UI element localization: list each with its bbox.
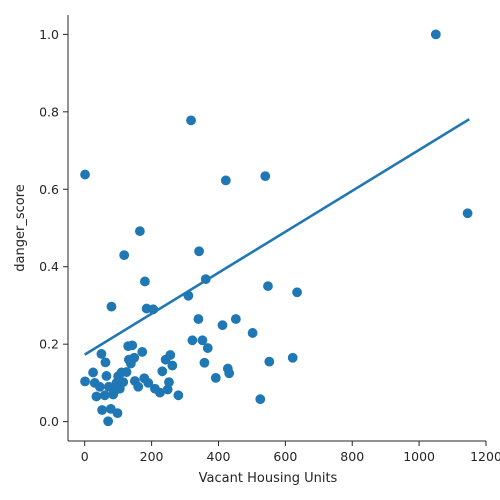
- data-points: [80, 29, 473, 427]
- regression-line-group: [84, 118, 470, 356]
- data-point: [186, 115, 196, 126]
- data-point: [173, 390, 184, 401]
- x-tick-label: 200: [140, 449, 164, 464]
- data-point: [264, 356, 275, 367]
- data-point: [96, 348, 107, 359]
- x-tick-label: 1000: [403, 449, 435, 464]
- x-tick-label: 800: [340, 449, 364, 464]
- data-point: [197, 335, 208, 346]
- data-point: [255, 394, 266, 405]
- x-axis-title: Vacant Housing Units: [199, 471, 338, 486]
- x-tick-label: 0: [81, 449, 89, 464]
- data-point: [134, 226, 145, 236]
- ticks: 0 200 400 600 800 1000 1200 0.0 0.2 0.4 0.6 0.8 1.0: [39, 27, 500, 464]
- y-tick-label: 1.0: [39, 27, 59, 42]
- y-tick-label: 0.2: [39, 337, 59, 352]
- data-point: [263, 281, 273, 291]
- data-point: [202, 343, 213, 353]
- data-point: [287, 352, 298, 363]
- data-point: [164, 377, 174, 388]
- data-point: [127, 340, 138, 351]
- axes: [67, 15, 486, 442]
- data-point: [121, 367, 132, 377]
- data-point: [462, 208, 473, 219]
- data-point: [187, 335, 198, 346]
- x-tick-label: 600: [273, 449, 297, 464]
- data-point: [143, 378, 154, 388]
- regression-line: [84, 118, 470, 356]
- data-point: [91, 391, 102, 402]
- data-point: [97, 405, 108, 415]
- data-point: [210, 372, 221, 383]
- y-axis-title: danger_score: [13, 184, 28, 271]
- data-point: [137, 347, 148, 357]
- data-point: [100, 357, 111, 368]
- data-point: [106, 301, 117, 312]
- data-point: [101, 371, 112, 381]
- x-tick-label: 1200: [470, 449, 500, 464]
- y-tick-label: 0.6: [39, 182, 59, 197]
- data-point: [165, 350, 176, 360]
- data-point: [80, 169, 90, 180]
- data-point: [230, 314, 241, 324]
- data-point: [220, 175, 231, 186]
- data-point: [217, 320, 228, 331]
- data-point: [292, 287, 302, 298]
- data-point: [129, 352, 140, 363]
- x-tick-label: 400: [207, 449, 231, 464]
- data-point: [193, 314, 204, 324]
- data-point: [99, 390, 110, 401]
- data-point: [157, 366, 168, 377]
- data-point: [133, 381, 144, 392]
- data-point: [167, 360, 178, 371]
- data-point: [118, 377, 129, 388]
- data-point: [80, 376, 90, 387]
- data-point: [224, 368, 235, 379]
- y-tick-label: 0.4: [39, 259, 59, 274]
- data-point: [247, 328, 258, 338]
- data-point: [88, 367, 98, 378]
- data-point: [103, 416, 114, 427]
- data-point: [94, 381, 105, 392]
- y-tick-label: 0.8: [39, 104, 59, 119]
- data-point: [112, 408, 123, 419]
- data-point: [199, 357, 210, 368]
- data-point: [119, 250, 130, 261]
- y-tick-label: 0.0: [39, 414, 59, 429]
- data-point: [194, 246, 204, 257]
- data-point: [140, 276, 150, 287]
- data-point: [260, 171, 271, 182]
- data-point: [430, 29, 441, 40]
